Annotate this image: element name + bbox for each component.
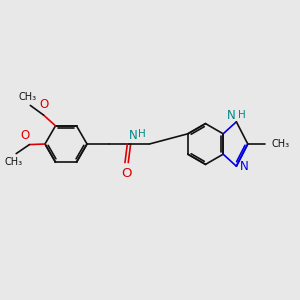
Text: CH₃: CH₃ xyxy=(19,92,37,102)
Text: CH₃: CH₃ xyxy=(5,157,23,166)
Text: H: H xyxy=(238,110,246,120)
Text: N: N xyxy=(129,129,138,142)
Text: CH₃: CH₃ xyxy=(272,139,290,149)
Text: N: N xyxy=(240,160,248,173)
Text: O: O xyxy=(39,98,48,111)
Text: H: H xyxy=(138,129,146,139)
Text: O: O xyxy=(121,167,132,180)
Text: N: N xyxy=(227,109,236,122)
Text: O: O xyxy=(21,129,30,142)
